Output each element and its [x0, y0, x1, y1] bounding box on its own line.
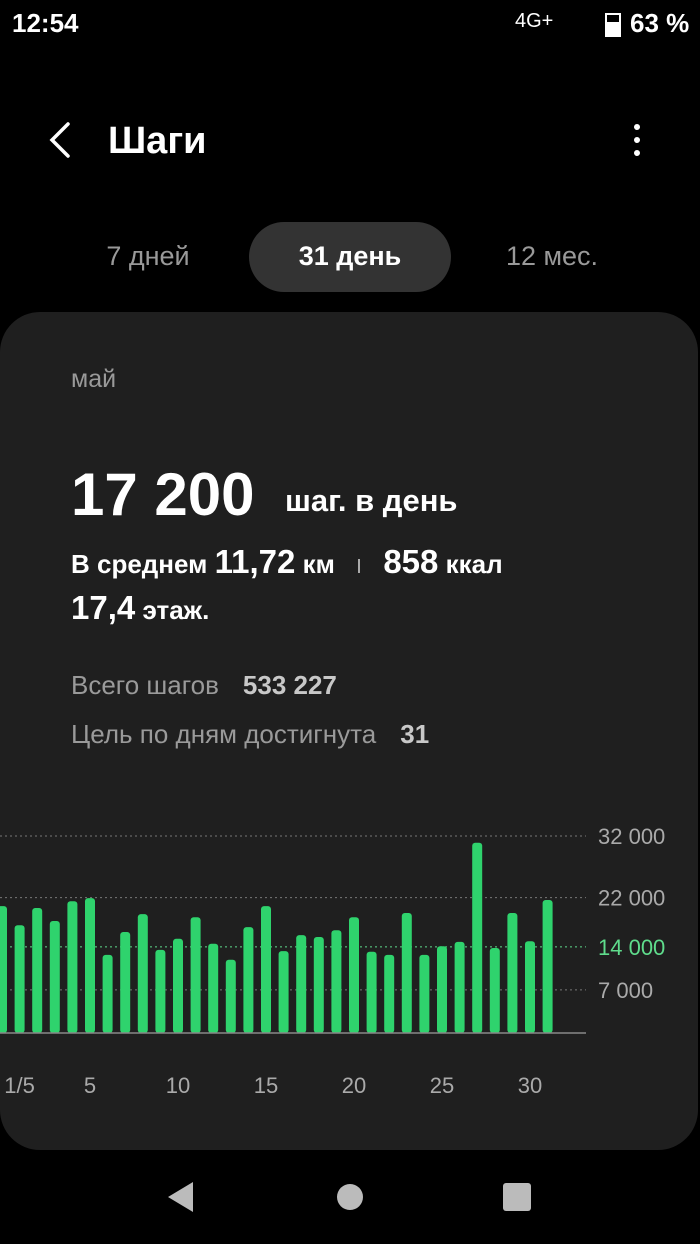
back-button[interactable]	[49, 122, 70, 158]
bar	[32, 908, 43, 1033]
calories: 858	[383, 543, 439, 580]
tab[interactable]: 7 дней	[106, 241, 190, 271]
tab[interactable]: 31 день	[298, 241, 402, 271]
status-battery: 63 %	[630, 8, 690, 38]
bar	[419, 954, 430, 1033]
y-tick-label: 22 000	[598, 886, 665, 911]
calories-unit: ккал	[445, 549, 503, 579]
nav-recent[interactable]	[503, 1183, 531, 1211]
bar	[243, 927, 254, 1033]
battery-fill	[606, 22, 620, 36]
icons	[49, 13, 640, 292]
goal-days-label: Цель по дням достигнута	[71, 719, 377, 749]
daily-steps: 17 200	[71, 461, 255, 528]
total: 533 227	[242, 670, 337, 700]
tab[interactable]: 12 мес.	[505, 241, 599, 271]
bar	[366, 951, 377, 1033]
bar	[120, 932, 131, 1033]
bar	[49, 920, 60, 1033]
bar	[85, 898, 95, 1033]
bar	[208, 943, 219, 1033]
nav-back[interactable]	[168, 1182, 193, 1212]
bar	[173, 938, 183, 1033]
nav-bar	[168, 1182, 531, 1212]
status-network: 4G+	[515, 10, 554, 32]
separator	[358, 559, 361, 573]
bar	[67, 901, 78, 1033]
goal-row: Цель по дням достигнута 31	[71, 719, 429, 750]
bar	[507, 912, 518, 1033]
bar	[190, 917, 201, 1033]
bar	[331, 930, 342, 1033]
bar	[472, 842, 483, 1033]
bar	[437, 946, 447, 1033]
bar	[401, 912, 412, 1033]
bar	[14, 925, 25, 1033]
bar	[542, 900, 553, 1033]
bar	[0, 906, 7, 1033]
distance-unit: км	[302, 549, 335, 579]
x-tick-label: 30	[518, 1073, 542, 1098]
chart: 7 000 22 000 32 000 14 000 1/5 5 10 15 20 25 30	[0, 824, 665, 1098]
averages: В среднем 11,72 км 858 ккал 17,4 этаж.	[71, 540, 503, 632]
x-tick-label: 5	[84, 1073, 96, 1098]
x-tick-label: 20	[342, 1073, 366, 1098]
bar	[155, 949, 166, 1033]
total-label: Всего шагов	[71, 670, 219, 700]
bar	[489, 948, 500, 1033]
bar	[454, 941, 465, 1033]
bar	[296, 935, 307, 1033]
status-time: 12:54	[12, 8, 79, 38]
y-tick-label: 7 000	[598, 978, 653, 1003]
bar	[349, 917, 359, 1033]
average-label: В среднем	[71, 549, 208, 579]
bar	[137, 914, 148, 1033]
nav-home[interactable]	[337, 1184, 363, 1210]
distance: 11,72	[214, 543, 296, 580]
bar	[261, 906, 271, 1033]
total-row: Всего шагов 533 227	[71, 670, 337, 701]
bar	[313, 936, 324, 1033]
page-title: Шаги	[108, 120, 207, 162]
goal-label: 14 000	[598, 935, 665, 960]
goal-days: 31	[400, 719, 430, 749]
menu-button[interactable]	[634, 124, 640, 156]
bar	[102, 954, 113, 1033]
daily-unit: шаг. в день	[285, 483, 458, 518]
tab-selected-bg	[249, 222, 451, 292]
x-tick-label: 10	[166, 1073, 190, 1098]
x-tick-label: 25	[430, 1073, 454, 1098]
bar	[525, 941, 535, 1033]
x-tick-label: 15	[254, 1073, 278, 1098]
floors: 17,4	[71, 589, 136, 626]
floors-unit: этаж.	[142, 595, 210, 625]
period: май	[71, 365, 117, 393]
bar	[384, 954, 395, 1033]
bar	[225, 959, 236, 1033]
bar	[278, 951, 289, 1033]
x-tick-label: 1/5	[4, 1073, 35, 1098]
y-tick-label: 32 000	[598, 824, 665, 849]
